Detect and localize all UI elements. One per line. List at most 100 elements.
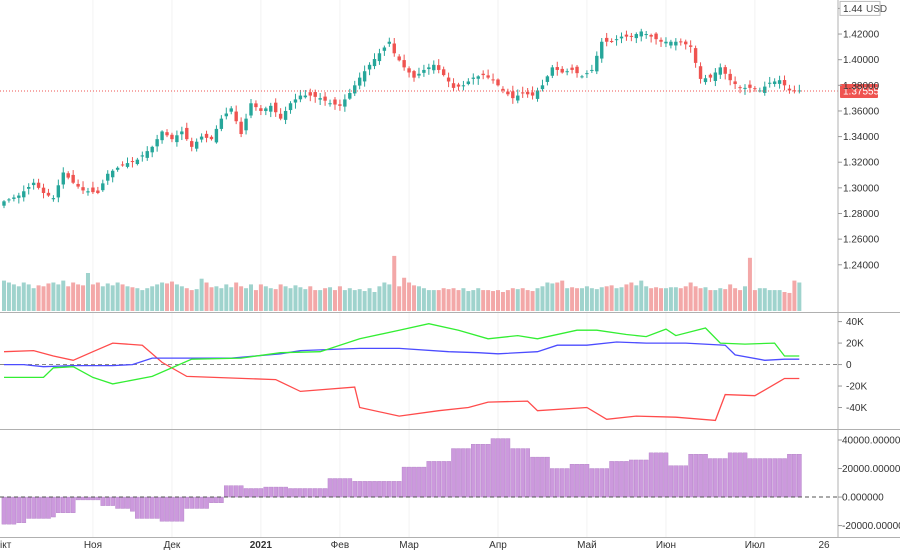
candle-body[interactable] xyxy=(575,66,579,74)
candle-body[interactable] xyxy=(259,108,263,111)
candle-body[interactable] xyxy=(76,183,80,187)
histogram-bar[interactable] xyxy=(772,458,777,498)
histogram-bar[interactable] xyxy=(184,496,190,509)
candle-body[interactable] xyxy=(185,127,189,140)
histogram-bar[interactable] xyxy=(144,496,150,519)
histogram-bar[interactable] xyxy=(209,496,214,503)
candle-body[interactable] xyxy=(787,88,792,91)
candle-body[interactable] xyxy=(71,174,75,183)
candle-body[interactable] xyxy=(521,92,525,94)
candle-body[interactable] xyxy=(81,187,85,191)
histogram-bar[interactable] xyxy=(475,444,481,498)
histogram-bar[interactable] xyxy=(722,458,728,498)
candle-body[interactable] xyxy=(461,85,466,87)
histogram-bar[interactable] xyxy=(65,496,71,513)
candle-body[interactable] xyxy=(748,84,752,88)
candle-body[interactable] xyxy=(491,79,495,81)
histogram-bar[interactable] xyxy=(357,481,362,498)
histogram-bar[interactable] xyxy=(673,465,679,498)
candle-body[interactable] xyxy=(540,85,545,90)
histogram-bar[interactable] xyxy=(693,454,698,498)
histogram-bar[interactable] xyxy=(431,461,437,498)
histogram-bar[interactable] xyxy=(752,458,758,498)
candle-body[interactable] xyxy=(298,95,303,100)
histogram-bar[interactable] xyxy=(416,466,422,498)
histogram-bar[interactable] xyxy=(149,496,155,519)
candle-body[interactable] xyxy=(293,99,298,103)
candle-body[interactable] xyxy=(190,141,194,147)
candle-body[interactable] xyxy=(777,80,782,84)
candle-body[interactable] xyxy=(506,91,510,95)
candle-body[interactable] xyxy=(768,82,772,84)
candle-body[interactable] xyxy=(244,118,248,131)
histogram-bar[interactable] xyxy=(46,496,51,519)
histogram-bar[interactable] xyxy=(130,496,135,512)
candle-body[interactable] xyxy=(595,55,599,72)
candle-body[interactable] xyxy=(323,96,327,101)
candle-body[interactable] xyxy=(110,170,115,178)
candle-body[interactable] xyxy=(437,65,441,70)
histogram-bar[interactable] xyxy=(377,481,382,498)
candle-body[interactable] xyxy=(639,31,643,37)
histogram-bar[interactable] xyxy=(406,466,412,498)
histogram-bar[interactable] xyxy=(6,496,12,525)
candle-body[interactable] xyxy=(535,90,540,99)
histogram-bar[interactable] xyxy=(174,496,180,522)
histogram-bar[interactable] xyxy=(223,485,229,498)
histogram-bar[interactable] xyxy=(1,496,7,525)
candle-body[interactable] xyxy=(511,91,515,99)
histogram-bar[interactable] xyxy=(594,468,600,498)
candle-body[interactable] xyxy=(471,77,475,79)
candle-body[interactable] xyxy=(36,182,41,188)
candle-body[interactable] xyxy=(698,66,703,79)
candle-body[interactable] xyxy=(743,87,747,89)
candle-body[interactable] xyxy=(318,98,322,100)
candle-body[interactable] xyxy=(614,39,619,41)
candle-body[interactable] xyxy=(693,48,698,63)
candle-body[interactable] xyxy=(516,95,520,101)
histogram-bar[interactable] xyxy=(787,454,792,498)
histogram-bar[interactable] xyxy=(520,448,525,498)
candle-body[interactable] xyxy=(194,141,199,149)
histogram-bar[interactable] xyxy=(21,496,27,523)
histogram-bar[interactable] xyxy=(332,478,338,498)
histogram-bar[interactable] xyxy=(545,456,550,498)
histogram-bar[interactable] xyxy=(777,458,782,498)
candle-body[interactable] xyxy=(135,159,140,165)
histogram-bar[interactable] xyxy=(36,496,41,519)
candle-body[interactable] xyxy=(101,183,105,191)
histogram-bar[interactable] xyxy=(658,452,664,498)
candle-body[interactable] xyxy=(565,71,569,73)
histogram-bar[interactable] xyxy=(372,481,377,498)
histogram-bar[interactable] xyxy=(387,481,392,498)
histogram-bar[interactable] xyxy=(574,464,580,498)
histogram-bar[interactable] xyxy=(515,448,521,498)
histogram-bar[interactable] xyxy=(204,496,209,509)
histogram-bar[interactable] xyxy=(337,478,343,498)
histogram-bar[interactable] xyxy=(164,496,170,522)
candle-body[interactable] xyxy=(219,118,224,129)
candle-body[interactable] xyxy=(357,77,362,86)
histogram-bar[interactable] xyxy=(273,486,279,498)
candle-body[interactable] xyxy=(501,88,505,91)
histogram-bar[interactable] xyxy=(278,486,283,498)
histogram-bar[interactable] xyxy=(159,496,165,522)
candle-body[interactable] xyxy=(427,67,431,70)
candle-body[interactable] xyxy=(763,86,767,93)
histogram-bar[interactable] xyxy=(550,468,555,498)
histogram-bar[interactable] xyxy=(426,461,432,498)
histogram-bar[interactable] xyxy=(214,496,219,503)
histogram-bar[interactable] xyxy=(307,488,313,498)
histogram-bar[interactable] xyxy=(283,486,288,498)
histogram-bar[interactable] xyxy=(327,478,333,498)
histogram-bar[interactable] xyxy=(782,458,787,498)
candle-body[interactable] xyxy=(387,41,392,44)
histogram-bar[interactable] xyxy=(312,488,318,498)
candle-body[interactable] xyxy=(204,133,209,138)
candle-body[interactable] xyxy=(486,75,490,78)
candle-body[interactable] xyxy=(664,41,668,44)
histogram-bar[interactable] xyxy=(490,438,496,498)
histogram-bar[interactable] xyxy=(228,485,234,498)
